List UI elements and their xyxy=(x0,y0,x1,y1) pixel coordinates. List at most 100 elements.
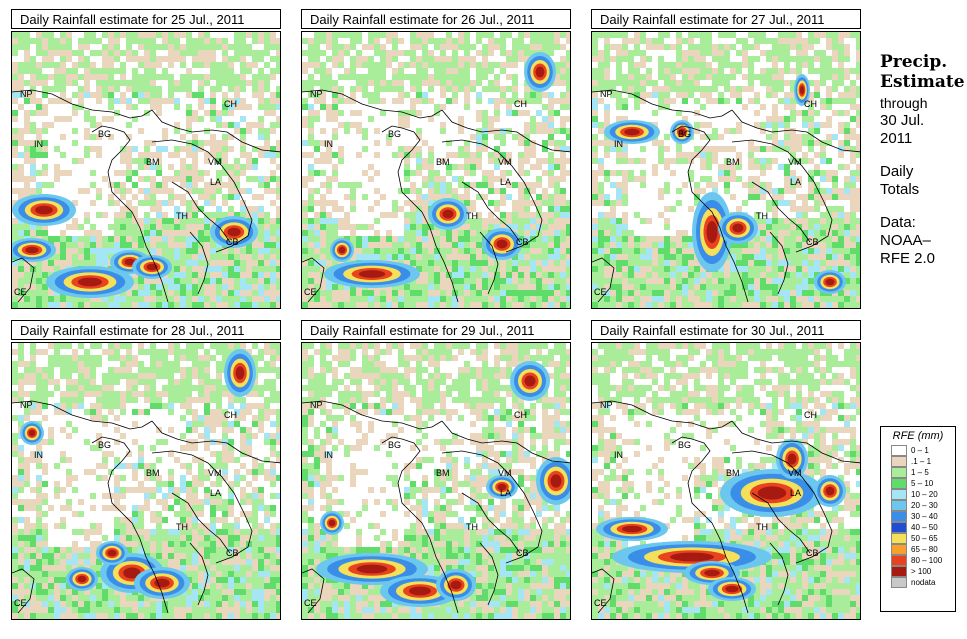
legend-swatch xyxy=(891,577,907,588)
legend-item: 5 – 10 xyxy=(891,478,955,489)
country-label: TH xyxy=(756,522,768,532)
country-label: CB xyxy=(226,237,239,247)
rainfall-map: NP CH BG IN BM VM LA TH CB CE xyxy=(591,31,861,309)
legend-swatch xyxy=(891,500,907,511)
legend-label: 80 – 100 xyxy=(911,556,943,565)
rainfall-field xyxy=(592,32,860,308)
legend-swatch xyxy=(891,533,907,544)
country-label: CH xyxy=(514,99,527,109)
side-title-line1: Precip. xyxy=(880,52,948,72)
country-label: TH xyxy=(176,211,188,221)
country-label: NP xyxy=(310,89,323,99)
country-label: CH xyxy=(804,410,817,420)
country-label: LA xyxy=(790,177,802,187)
legend-item: .1 – 1 xyxy=(891,456,955,467)
legend-swatch xyxy=(891,478,907,489)
country-label: IN xyxy=(324,450,333,460)
country-label: LA xyxy=(500,488,512,498)
legend-label: 1 – 5 xyxy=(911,468,929,477)
rainfall-map: NP CH BG IN BM VM LA TH CB CE xyxy=(301,342,571,620)
legend-item: 20 – 30 xyxy=(891,500,955,511)
country-label: CE xyxy=(594,287,607,297)
panel-title: Daily Rainfall estimate for 28 Jul., 201… xyxy=(11,320,281,340)
country-label: BG xyxy=(678,129,692,139)
country-label: BM xyxy=(726,157,740,167)
country-label: CH xyxy=(224,99,237,109)
rainfall-map-panel: Daily Rainfall estimate for 28 Jul., 201… xyxy=(11,320,281,620)
legend-title: RFE (mm) xyxy=(892,430,944,442)
legend-swatch xyxy=(891,555,907,566)
country-label: NP xyxy=(600,400,613,410)
side-data-line2: NOAA– xyxy=(880,232,931,249)
rainfall-field xyxy=(302,343,570,619)
panel-title: Daily Rainfall estimate for 26 Jul., 201… xyxy=(301,9,571,29)
country-label: CB xyxy=(226,548,239,558)
country-label: LA xyxy=(500,177,512,187)
country-label: BG xyxy=(98,440,112,450)
country-label: CE xyxy=(304,287,317,297)
side-info: Precip. Estimate through 30 Jul. 2011 Da… xyxy=(880,52,965,268)
legend-swatch xyxy=(891,456,907,467)
legend-item: 30 – 40 xyxy=(891,511,955,522)
legend-item: > 100 xyxy=(891,566,955,577)
country-label: LA xyxy=(790,488,802,498)
country-label: BG xyxy=(388,440,402,450)
legend-label: 10 – 20 xyxy=(911,490,938,499)
country-label: CB xyxy=(516,548,529,558)
legend-label: .1 – 1 xyxy=(911,457,932,466)
country-label: BM xyxy=(146,468,160,478)
country-label: CB xyxy=(806,548,819,558)
side-data-line1: Data: xyxy=(880,214,916,231)
country-label: CH xyxy=(804,99,817,109)
country-label: TH xyxy=(176,522,188,532)
country-label: BG xyxy=(678,440,692,450)
rainfall-map-panel: Daily Rainfall estimate for 29 Jul., 201… xyxy=(301,320,571,620)
legend-item: 65 – 80 xyxy=(891,544,955,555)
rainfall-map: NP CH BG IN BM VM LA TH CB CE xyxy=(301,31,571,309)
rainfall-map: NP CH BG IN BM VM LA TH CB CE xyxy=(591,342,861,620)
legend-swatch xyxy=(891,544,907,555)
side-through: through xyxy=(880,95,928,111)
country-label: CE xyxy=(14,287,27,297)
legend-item: 80 – 100 xyxy=(891,555,955,566)
country-label: BM xyxy=(436,157,450,167)
legend-label: 0 – 1 xyxy=(911,446,929,455)
side-data-line3: RFE 2.0 xyxy=(880,250,936,267)
country-label: VM xyxy=(498,157,512,167)
legend-label: 30 – 40 xyxy=(911,512,938,521)
legend-item: 50 – 65 xyxy=(891,533,955,544)
country-label: CE xyxy=(594,598,607,608)
country-label: VM xyxy=(498,468,512,478)
side-title-line2: Estimate xyxy=(880,72,965,92)
country-label: BM xyxy=(146,157,160,167)
rainfall-map: NP CH BG IN BM VM LA TH CB CE xyxy=(11,31,281,309)
legend-item: 0 – 1 xyxy=(891,445,955,456)
rainfall-map-panel: Daily Rainfall estimate for 25 Jul., 201… xyxy=(11,9,281,309)
rainfall-map-panel: Daily Rainfall estimate for 27 Jul., 201… xyxy=(591,9,861,309)
country-label: TH xyxy=(756,211,768,221)
country-label: IN xyxy=(34,450,43,460)
legend-label: 50 – 65 xyxy=(911,534,938,543)
legend-label: 40 – 50 xyxy=(911,523,938,532)
country-label: CH xyxy=(514,410,527,420)
country-label: VM xyxy=(788,468,802,478)
country-label: TH xyxy=(466,522,478,532)
country-label: BG xyxy=(388,129,402,139)
country-label: LA xyxy=(210,177,222,187)
country-label: CE xyxy=(304,598,317,608)
rainfall-map-panel: Daily Rainfall estimate for 30 Jul., 201… xyxy=(591,320,861,620)
country-label: VM xyxy=(788,157,802,167)
legend-swatch xyxy=(891,511,907,522)
rainfall-map-panel: Daily Rainfall estimate for 26 Jul., 201… xyxy=(301,9,571,309)
legend-label: 65 – 80 xyxy=(911,545,938,554)
panel-title: Daily Rainfall estimate for 30 Jul., 201… xyxy=(591,320,861,340)
country-label: BG xyxy=(98,129,112,139)
rainfall-field xyxy=(12,343,280,619)
country-label: IN xyxy=(34,139,43,149)
side-date-line1: 30 Jul. xyxy=(880,112,925,129)
country-label: LA xyxy=(210,488,222,498)
country-label: VM xyxy=(208,157,222,167)
panel-title: Daily Rainfall estimate for 25 Jul., 201… xyxy=(11,9,281,29)
legend-label: nodata xyxy=(911,578,936,587)
legend-label: 5 – 10 xyxy=(911,479,934,488)
